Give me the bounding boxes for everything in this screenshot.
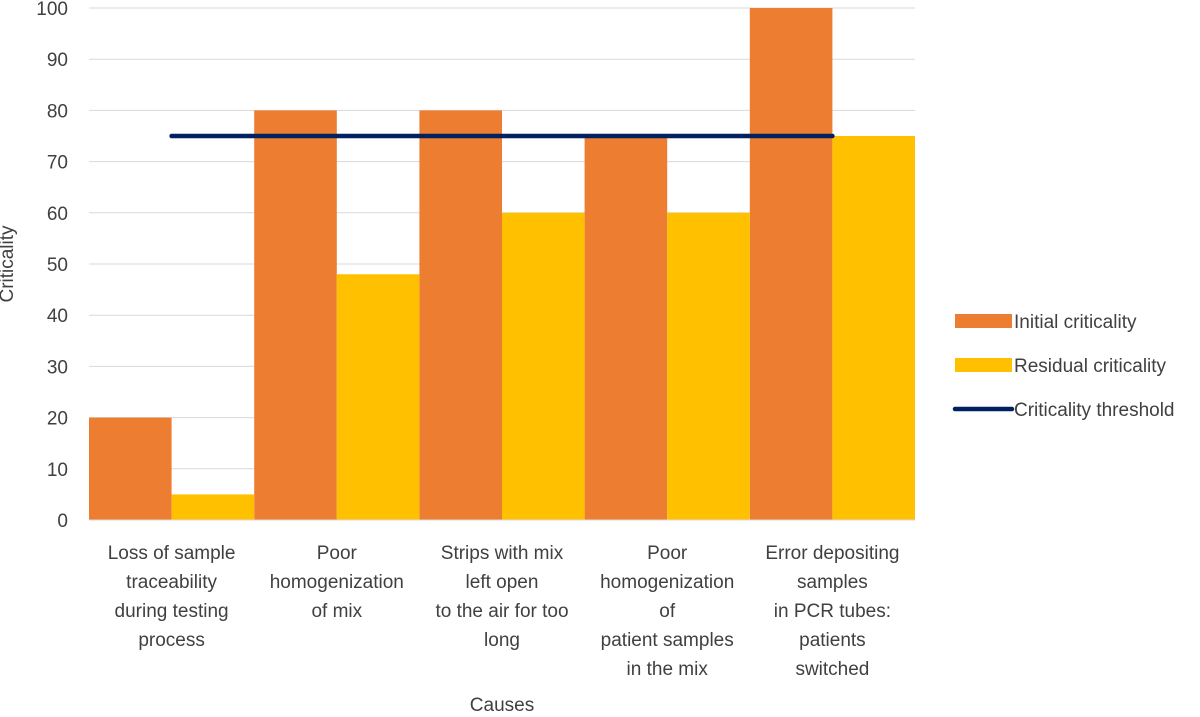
y-tick-label-0: 0	[57, 511, 68, 532]
y-tick-label-70: 70	[47, 153, 68, 174]
legend-label-criticality-threshold: Criticality threshold	[1014, 400, 1175, 421]
bar-residual-criticality-1	[171, 494, 255, 520]
bar-initial-criticality-4	[584, 136, 668, 520]
bar-initial-criticality-5	[749, 8, 833, 520]
legend-swatch-residual-criticality	[955, 358, 1012, 372]
axes-group: 0 10 20 30 40 50 60 70 80 90 100 Loss of sample trac…	[36, 0, 915, 680]
y-tick-label-20: 20	[47, 409, 68, 430]
legend-label-residual-criticality: Residual criticality	[1014, 356, 1167, 377]
y-tick-label-50: 50	[47, 255, 68, 276]
bar-residual-criticality-3	[502, 212, 585, 521]
x-tick-label-2: Poor homogenization of mix	[270, 543, 404, 622]
x-tick-label-5: Error depositing samples in PCR tubes: pati…	[765, 543, 899, 680]
x-tick-label-4: Poor homogenization of patient samples in th…	[600, 543, 734, 680]
x-tick-label-3: Strips with mix left open to the air for t…	[435, 543, 568, 651]
y-tick-label-40: 40	[47, 306, 68, 327]
bar-initial-criticality-3	[419, 110, 502, 521]
legend-label-initial-criticality: Initial criticality	[1014, 312, 1137, 333]
y-tick-label-80: 80	[47, 101, 68, 122]
y-tick-label-60: 60	[47, 204, 68, 225]
bar-initial-criticality-1	[89, 417, 172, 520]
x-tick-label-1: Loss of sample traceability during testing…	[108, 543, 236, 651]
y-axis-label: Criticality	[0, 225, 18, 303]
bar-residual-criticality-5	[832, 136, 915, 520]
x-axis-label: Causes	[470, 695, 534, 712]
y-tick-label-100: 100	[36, 0, 68, 20]
y-tick-label-90: 90	[47, 50, 68, 71]
legend-swatch-initial-criticality	[955, 314, 1012, 328]
y-tick-label-10: 10	[47, 460, 68, 481]
y-tick-label-30: 30	[47, 357, 68, 378]
legend: Initial criticality Residual criticality C…	[952, 312, 1175, 421]
bar-residual-criticality-4	[667, 212, 750, 521]
bars-group	[89, 8, 915, 521]
bar-residual-criticality-2	[336, 274, 420, 520]
bar-initial-criticality-2	[254, 110, 337, 521]
